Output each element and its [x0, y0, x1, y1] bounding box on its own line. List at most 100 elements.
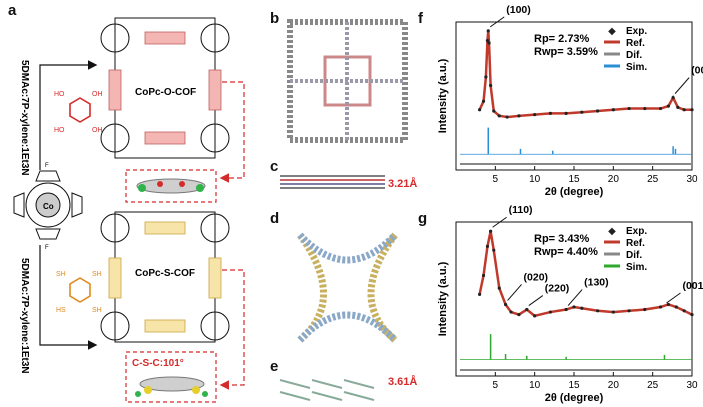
svg-text:HS: HS: [56, 307, 66, 314]
exp-point: [572, 305, 576, 309]
exp-point: [484, 75, 488, 79]
thiol-linker: SH SH HS SH: [56, 271, 102, 314]
legend-marker: ◆: [608, 26, 616, 37]
exp-point: [690, 108, 694, 112]
structure-b: [287, 19, 408, 143]
arrow-to-s-cof: [39, 245, 98, 350]
exp-point: [497, 114, 501, 118]
peak-annotation: (001): [691, 65, 703, 77]
svg-text:HO: HO: [54, 127, 65, 134]
legend-label: Sim.: [626, 62, 647, 73]
peak-annotation: (130): [584, 277, 609, 289]
peak-annotation: (020): [524, 271, 549, 283]
copc-monomer: Co F F: [13, 163, 83, 251]
peak-annotation: (220): [545, 283, 570, 295]
x-tick-label: 15: [568, 380, 580, 391]
angle-label: C-S-C:101°: [132, 358, 184, 369]
e-spacing-label: 3.61Å: [388, 375, 417, 388]
exp-point: [666, 104, 670, 108]
svg-text:SH: SH: [92, 271, 102, 278]
structure-c: [280, 175, 385, 189]
panel-letter-a: a: [8, 2, 17, 19]
exp-point: [505, 115, 509, 119]
synthesis-scheme: 5DMAc:7P-xylene:1Et3N 5DMAc:7P-xylene:1E…: [13, 17, 245, 403]
x-tick-label: 20: [608, 174, 620, 185]
x-tick-label: 10: [529, 380, 541, 391]
exp-point: [497, 286, 501, 290]
x-tick-label: 25: [647, 380, 659, 391]
exp-point: [643, 307, 647, 312]
annotation-pointer: [528, 295, 544, 306]
structure-e: [279, 379, 375, 401]
svg-text:HO: HO: [54, 91, 65, 98]
exp-point: [489, 83, 493, 88]
c-spacing-label: 3.21Å: [388, 177, 417, 190]
svg-text:SH: SH: [92, 307, 102, 314]
panel-letter-d: d: [270, 210, 280, 227]
legend-label: Exp.: [626, 226, 647, 237]
s-cof-zoom-box: [125, 351, 217, 403]
exp-point: [611, 310, 615, 314]
legend-label: Ref.: [626, 38, 645, 49]
x-tick-label: 15: [568, 174, 580, 185]
y-axis-label: Intensity (a.u.): [437, 58, 449, 133]
svg-text:OH: OH: [92, 127, 103, 134]
legend-label: Ref.: [626, 238, 645, 249]
exp-point: [627, 309, 631, 313]
s-cof-links: [108, 221, 222, 333]
exp-point: [503, 302, 508, 307]
annotation-pointer: [567, 289, 583, 306]
panel-letter-g: g: [418, 210, 428, 227]
svg-text:F: F: [45, 245, 49, 251]
structure-d: [297, 232, 398, 343]
exp-point: [485, 38, 490, 43]
exp-point: [485, 244, 490, 248]
condition-label-top: 5DMAc:7P-xylene:1Et3N: [19, 60, 30, 176]
x-tick-label: 25: [647, 174, 659, 185]
exp-point: [682, 309, 686, 313]
exp-point: [489, 229, 493, 233]
x-tick-label: 30: [686, 174, 698, 185]
chart-g: 5 10 15 20 25 30 2θ (degree) Intensity (a.u.) Rp…: [437, 204, 703, 404]
o-cof-zoom-molecule: [136, 178, 206, 194]
s-cof-zoom-molecule: [135, 376, 208, 397]
exp-point: [580, 110, 584, 114]
svg-text:F: F: [45, 163, 49, 169]
chart-f: 5 10 15 20 25 30 2θ (degree) Intensity (a.u.) Rp…: [437, 4, 703, 198]
o-cof-zoom-connector: [219, 81, 245, 183]
legend-marker: ◆: [608, 226, 616, 237]
exp-point: [643, 106, 647, 111]
o-cof-links: [108, 31, 222, 145]
exp-point: [478, 108, 482, 112]
panel-letter-f: f: [418, 10, 423, 27]
exp-point: [674, 305, 678, 309]
fit-statistic: Rp= 3.43%: [534, 233, 590, 245]
exp-point: [548, 310, 552, 314]
x-tick-label: 30: [686, 380, 698, 391]
exp-point: [517, 312, 521, 317]
exp-point: [611, 108, 615, 112]
fit-statistic: Rp= 2.73%: [534, 33, 590, 45]
peak-annotation: (110): [509, 204, 533, 216]
exp-point: [564, 307, 568, 312]
panel-letter-b: b: [270, 10, 280, 27]
exp-point: [486, 29, 490, 33]
x-tick-label: 20: [608, 380, 620, 391]
legend-label: Sim.: [626, 262, 647, 273]
legend-label: Dif.: [626, 50, 642, 61]
legend-label: Dif.: [626, 250, 642, 261]
exp-point: [658, 305, 663, 309]
y-axis-label: Intensity (a.u.): [437, 261, 449, 336]
exp-point: [492, 109, 496, 113]
x-tick-label: 5: [493, 380, 499, 391]
annotation-pointer: [666, 292, 681, 304]
exp-point: [533, 113, 537, 117]
exp-point: [533, 314, 537, 318]
annotation-pointer: [507, 284, 522, 301]
exp-point: [676, 105, 680, 109]
arrow-to-o-cof: [39, 60, 98, 170]
exp-point: [481, 99, 486, 103]
o-cof-label: CoPc-O-COF: [135, 87, 196, 98]
exp-point: [580, 306, 584, 310]
exp-point: [627, 106, 631, 111]
